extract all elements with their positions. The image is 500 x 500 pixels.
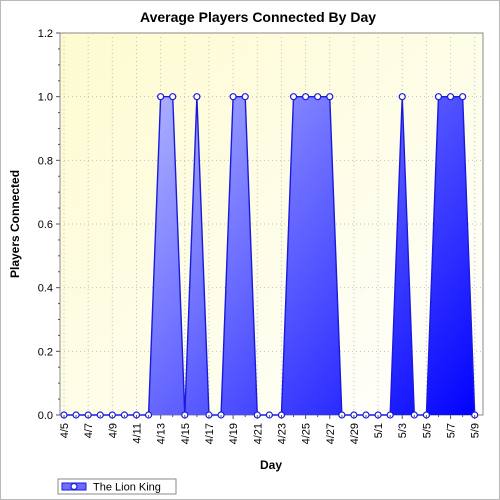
series-area-fill (64, 96, 475, 416)
x-tick-label: 4/25 (301, 423, 313, 444)
data-point (193, 93, 201, 101)
x-tick-label: 5/5 (421, 423, 433, 438)
x-axis: 4/5 4/7 4/9 4/11 4/13 4/15 4/17 4/19 4/21 4/23 4/2… (59, 415, 482, 444)
y-tick-label: 0.0 (38, 410, 53, 422)
x-tick-label: 4/15 (180, 423, 192, 444)
x-tick-label: 5/9 (470, 423, 482, 438)
data-point (289, 93, 298, 101)
data-point (434, 93, 443, 101)
x-tick-label: 4/23 (276, 423, 288, 444)
x-tick-label: 4/13 (156, 423, 168, 444)
y-axis-title: Players Connected (8, 170, 22, 278)
data-point (157, 93, 165, 101)
data-point (169, 93, 177, 101)
y-tick-label: 1.0 (38, 92, 53, 104)
data-point (314, 93, 322, 101)
y-axis: 0.0 0.2 0.4 0.6 0.8 1.0 1.2 (38, 28, 60, 422)
series-area (64, 96, 475, 416)
x-tick-label: 4/11 (131, 423, 143, 444)
data-point (326, 93, 334, 101)
data-point (229, 93, 237, 101)
legend-box (57, 478, 177, 495)
x-tick-label: 4/7 (83, 423, 95, 438)
plot-area (59, 32, 484, 416)
chart-title: Average Players Connected By Day (140, 9, 376, 25)
legend: The Lion King (57, 478, 177, 495)
x-tick-label: 4/9 (107, 423, 119, 438)
y-tick-label: 0.2 (38, 346, 53, 358)
x-axis-title: Day (260, 458, 282, 472)
data-point (241, 93, 249, 101)
x-tick-label: 5/7 (446, 423, 458, 438)
x-tick-label: 4/17 (204, 423, 216, 444)
x-tick-label: 4/29 (349, 423, 361, 444)
x-tick-label: 4/19 (228, 423, 240, 444)
x-tick-label: 5/3 (397, 423, 409, 438)
legend-marker (70, 482, 78, 491)
data-point (446, 93, 455, 101)
x-tick-label: 4/5 (59, 423, 71, 438)
x-tick-label: 4/21 (252, 423, 264, 444)
x-tick-label: 4/27 (325, 423, 337, 444)
data-point (302, 93, 310, 101)
y-tick-label: 0.8 (38, 155, 53, 167)
legend-label: The Lion King (93, 482, 161, 494)
y-tick-label: 0.6 (38, 219, 53, 231)
y-tick-label: 1.2 (38, 28, 53, 40)
data-point (459, 93, 467, 101)
x-tick-label: 5/1 (373, 423, 385, 438)
data-point (398, 93, 406, 101)
y-tick-label: 0.4 (38, 283, 53, 295)
